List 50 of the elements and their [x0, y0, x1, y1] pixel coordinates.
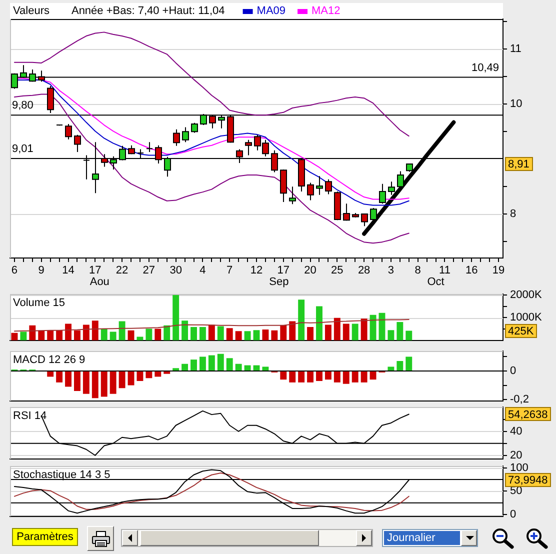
x-tick-label: 4	[200, 264, 206, 277]
ref-line-label: 9,01	[12, 143, 34, 156]
dropdown: Journalier	[382, 529, 478, 547]
y-tick-label: 10	[510, 98, 522, 110]
x-tick-label: 8	[414, 264, 421, 277]
y-tick-label: 40	[510, 425, 522, 438]
x-tick-label: 3	[388, 264, 394, 277]
x-tick-label: 30	[170, 264, 182, 277]
x-tick-label: 27	[142, 264, 156, 277]
x-tick-label: 16	[466, 264, 478, 277]
x-tick-label: 20	[304, 264, 316, 277]
x-tick-label: 12	[250, 264, 263, 277]
text: Oct	[427, 276, 444, 288]
chart-title: Stochastique 14 3 5	[13, 469, 110, 482]
text: 425K	[508, 325, 534, 338]
text: Sep	[269, 276, 289, 288]
text: 54,2638	[508, 408, 548, 421]
x-tick-label: 11	[439, 264, 450, 277]
settings-button: Paramètres	[12, 528, 78, 546]
x-tick-label: 7	[226, 264, 233, 277]
x-tick-label: 14	[62, 264, 74, 277]
y-tick-label: 2000K	[510, 288, 542, 301]
y-tick-label: 1000K	[510, 312, 542, 324]
x-tick-label: 22	[116, 264, 128, 277]
x-tick-label: 25	[331, 264, 344, 277]
y-tick-label: 20	[510, 449, 522, 462]
ref-line-label: 9,80	[12, 100, 34, 112]
x-tick-label: 6	[11, 264, 18, 277]
y-tick-label: 100	[510, 462, 528, 474]
y-tick-label: 8	[510, 208, 516, 220]
chart-title: Valeurs	[13, 5, 50, 18]
ref-line-label: 10,49	[471, 62, 500, 74]
y-tick-label: -0,2	[510, 394, 529, 406]
chart-title: RSI 14	[13, 410, 47, 422]
y-tick-label: 11	[510, 43, 522, 56]
x-tick-label: 9	[38, 264, 44, 277]
x-tick-label: 19	[492, 264, 505, 277]
x-tick-label: 28	[358, 264, 370, 277]
chart-title: Volume 15	[13, 297, 65, 310]
x-tick-label: 17	[89, 264, 102, 277]
y-tick-label: 0	[510, 365, 516, 378]
chart-subtitle: Année +Bas: 7,40 +Haut: 11,04	[71, 5, 225, 18]
text: 8,91	[508, 158, 530, 171]
y-tick-label: 0	[510, 508, 516, 521]
legend-label: MA12	[312, 5, 340, 18]
x-tick-label: 17	[277, 264, 290, 277]
legend-label: MA09	[256, 5, 286, 18]
chart-title: MACD 12 26 9	[13, 354, 86, 366]
text: 73,9948	[508, 474, 548, 487]
text: Aou	[90, 276, 110, 288]
